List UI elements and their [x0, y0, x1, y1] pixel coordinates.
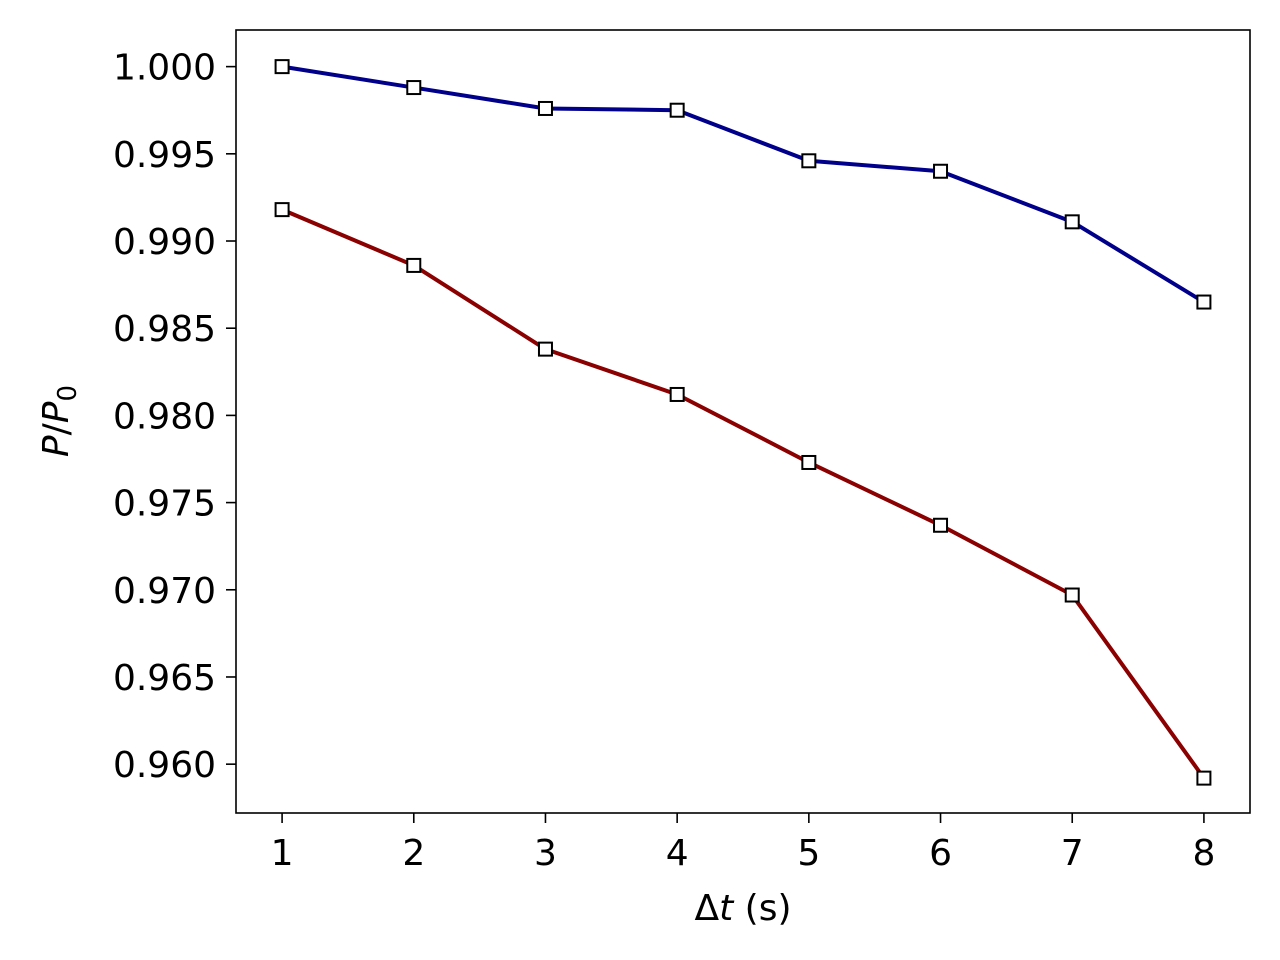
series-line-2	[281, 207, 1206, 780]
y-tick-label: 0.980	[113, 396, 216, 437]
y-tick-label: 0.965	[113, 658, 216, 699]
y-axis-label-slash: /	[36, 422, 77, 435]
x-tick-label: 1	[271, 833, 294, 874]
data-point-s1-1	[274, 59, 290, 75]
y-axis-label: P/P0	[36, 385, 83, 457]
data-point-s2-5	[801, 454, 817, 470]
data-point-s2-7	[1064, 587, 1080, 603]
x-tick-label: 3	[534, 833, 557, 874]
x-axis: 1 2 3 4 5 6 7 8	[271, 813, 1215, 874]
y-tick-label: 0.990	[113, 222, 216, 263]
y-tick-label: 0.985	[113, 309, 216, 350]
x-tick-label: 6	[929, 833, 952, 874]
y-axis-label-var1: P	[36, 435, 77, 457]
y-tick-label: 0.970	[113, 571, 216, 612]
markers-layer	[274, 59, 1212, 786]
data-point-s2-4	[669, 386, 685, 402]
plot-frame	[235, 29, 1251, 814]
x-tick-label: 5	[797, 833, 820, 874]
data-point-s1-8	[1196, 294, 1212, 310]
data-point-s2-6	[933, 517, 949, 533]
x-axis-label-var: t	[719, 888, 735, 929]
y-tick-label: 0.995	[113, 135, 216, 176]
data-point-s2-2	[406, 257, 422, 273]
data-point-s1-7	[1064, 214, 1080, 230]
y-axis-label-sub: 0	[53, 385, 83, 402]
data-point-s1-6	[933, 163, 949, 179]
x-tick-label: 7	[1061, 833, 1084, 874]
data-point-s1-5	[801, 153, 817, 169]
y-axis: 0.960 0.965 0.970 0.975 0.980 0.985 0.990 0.995…	[113, 48, 236, 786]
data-point-s2-3	[537, 341, 553, 357]
y-tick-label: 0.975	[113, 484, 216, 525]
y-axis-label-var2: P	[36, 401, 77, 423]
x-tick-label: 2	[402, 833, 425, 874]
data-point-s1-2	[406, 80, 422, 96]
data-point-s1-4	[669, 102, 685, 118]
data-point-s1-3	[537, 100, 553, 116]
series-layer	[281, 64, 1206, 780]
x-axis-label-unit: (s)	[733, 888, 791, 929]
data-point-s2-8	[1196, 770, 1212, 786]
x-tick-label: 4	[666, 833, 689, 874]
x-axis-label: Δt (s)	[694, 888, 791, 929]
x-tick-label: 8	[1192, 833, 1215, 874]
y-tick-label: 0.960	[113, 745, 216, 786]
x-axis-label-prefix: Δ	[694, 888, 719, 929]
data-point-s2-1	[274, 202, 290, 218]
y-tick-label: 1.000	[113, 48, 216, 89]
series-line-1	[281, 64, 1205, 304]
